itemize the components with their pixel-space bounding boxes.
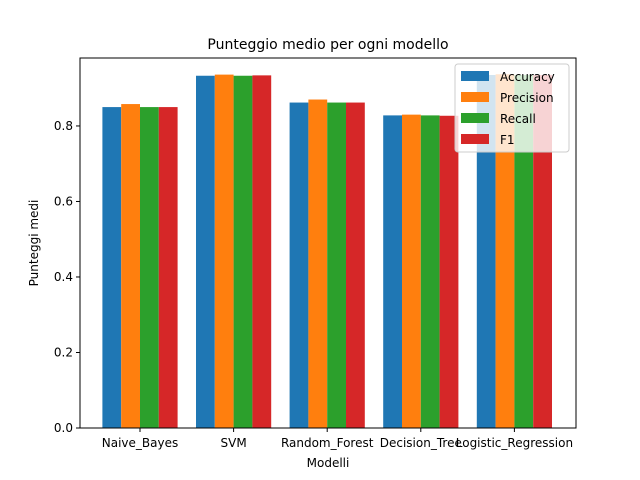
- y-tick-label: 0.2: [54, 345, 73, 359]
- bar-accuracy-logistic_regression: [476, 74, 496, 428]
- y-axis: 0.0 0.2 0.4 0.6 0.8: [54, 119, 80, 435]
- y-tick-label: 0.6: [54, 194, 73, 208]
- legend-box: [454, 63, 570, 153]
- bar-recall-svm: [233, 75, 253, 428]
- bars-group: [102, 74, 552, 429]
- bar-accuracy-naive_bayes: [102, 107, 122, 428]
- legend-label-recall: Recall: [500, 112, 536, 126]
- x-tick-label: Random_Forest: [281, 436, 374, 450]
- x-tick-label: SVM: [221, 436, 247, 450]
- bar-precision-svm: [214, 74, 234, 428]
- bar-f1-decision_tree: [439, 115, 459, 428]
- legend-swatch-f1: [461, 134, 489, 144]
- x-tick-label: Decision_Tree: [380, 436, 462, 450]
- bar-precision-random_forest: [308, 99, 328, 428]
- y-tick-label: 0.8: [54, 119, 73, 133]
- bar-recall-logistic_regression: [514, 74, 534, 428]
- legend-label-accuracy: Accuracy: [500, 70, 555, 84]
- legend-swatch-precision: [461, 92, 489, 102]
- y-axis-label: Punteggi medi: [27, 200, 41, 287]
- x-axis: Naive_Bayes SVM Random_Forest Decision_Tree…: [102, 428, 573, 450]
- bar-precision-naive_bayes: [121, 104, 140, 429]
- legend-swatch-recall: [461, 113, 489, 123]
- bar-f1-logistic_regression: [533, 74, 552, 428]
- legend: Accuracy Precision Recall F1: [454, 63, 570, 153]
- y-tick-label: 0.0: [54, 421, 73, 435]
- bar-accuracy-svm: [196, 75, 215, 428]
- bar-f1-random_forest: [346, 102, 365, 428]
- bar-accuracy-random_forest: [289, 102, 309, 428]
- bar-precision-decision_tree: [402, 114, 421, 428]
- bar-f1-naive_bayes: [158, 107, 178, 428]
- bar-accuracy-decision_tree: [383, 115, 402, 428]
- x-tick-label: Naive_Bayes: [102, 436, 178, 450]
- bar-recall-naive_bayes: [140, 107, 159, 428]
- chart-title: Punteggio medio per ogni modello: [207, 37, 448, 53]
- legend-label-f1: F1: [500, 133, 515, 147]
- bar-recall-decision_tree: [420, 115, 440, 428]
- legend-swatch-accuracy: [461, 71, 489, 81]
- legend-label-precision: Precision: [500, 91, 554, 105]
- x-tick-label: Logistic_Regression: [456, 436, 573, 450]
- bar-f1-svm: [252, 75, 272, 429]
- bar-recall-random_forest: [327, 102, 346, 428]
- x-axis-label: Modelli: [307, 456, 350, 470]
- bar-precision-logistic_regression: [495, 74, 515, 429]
- y-tick-label: 0.4: [54, 270, 73, 284]
- plot-frame: [79, 57, 577, 429]
